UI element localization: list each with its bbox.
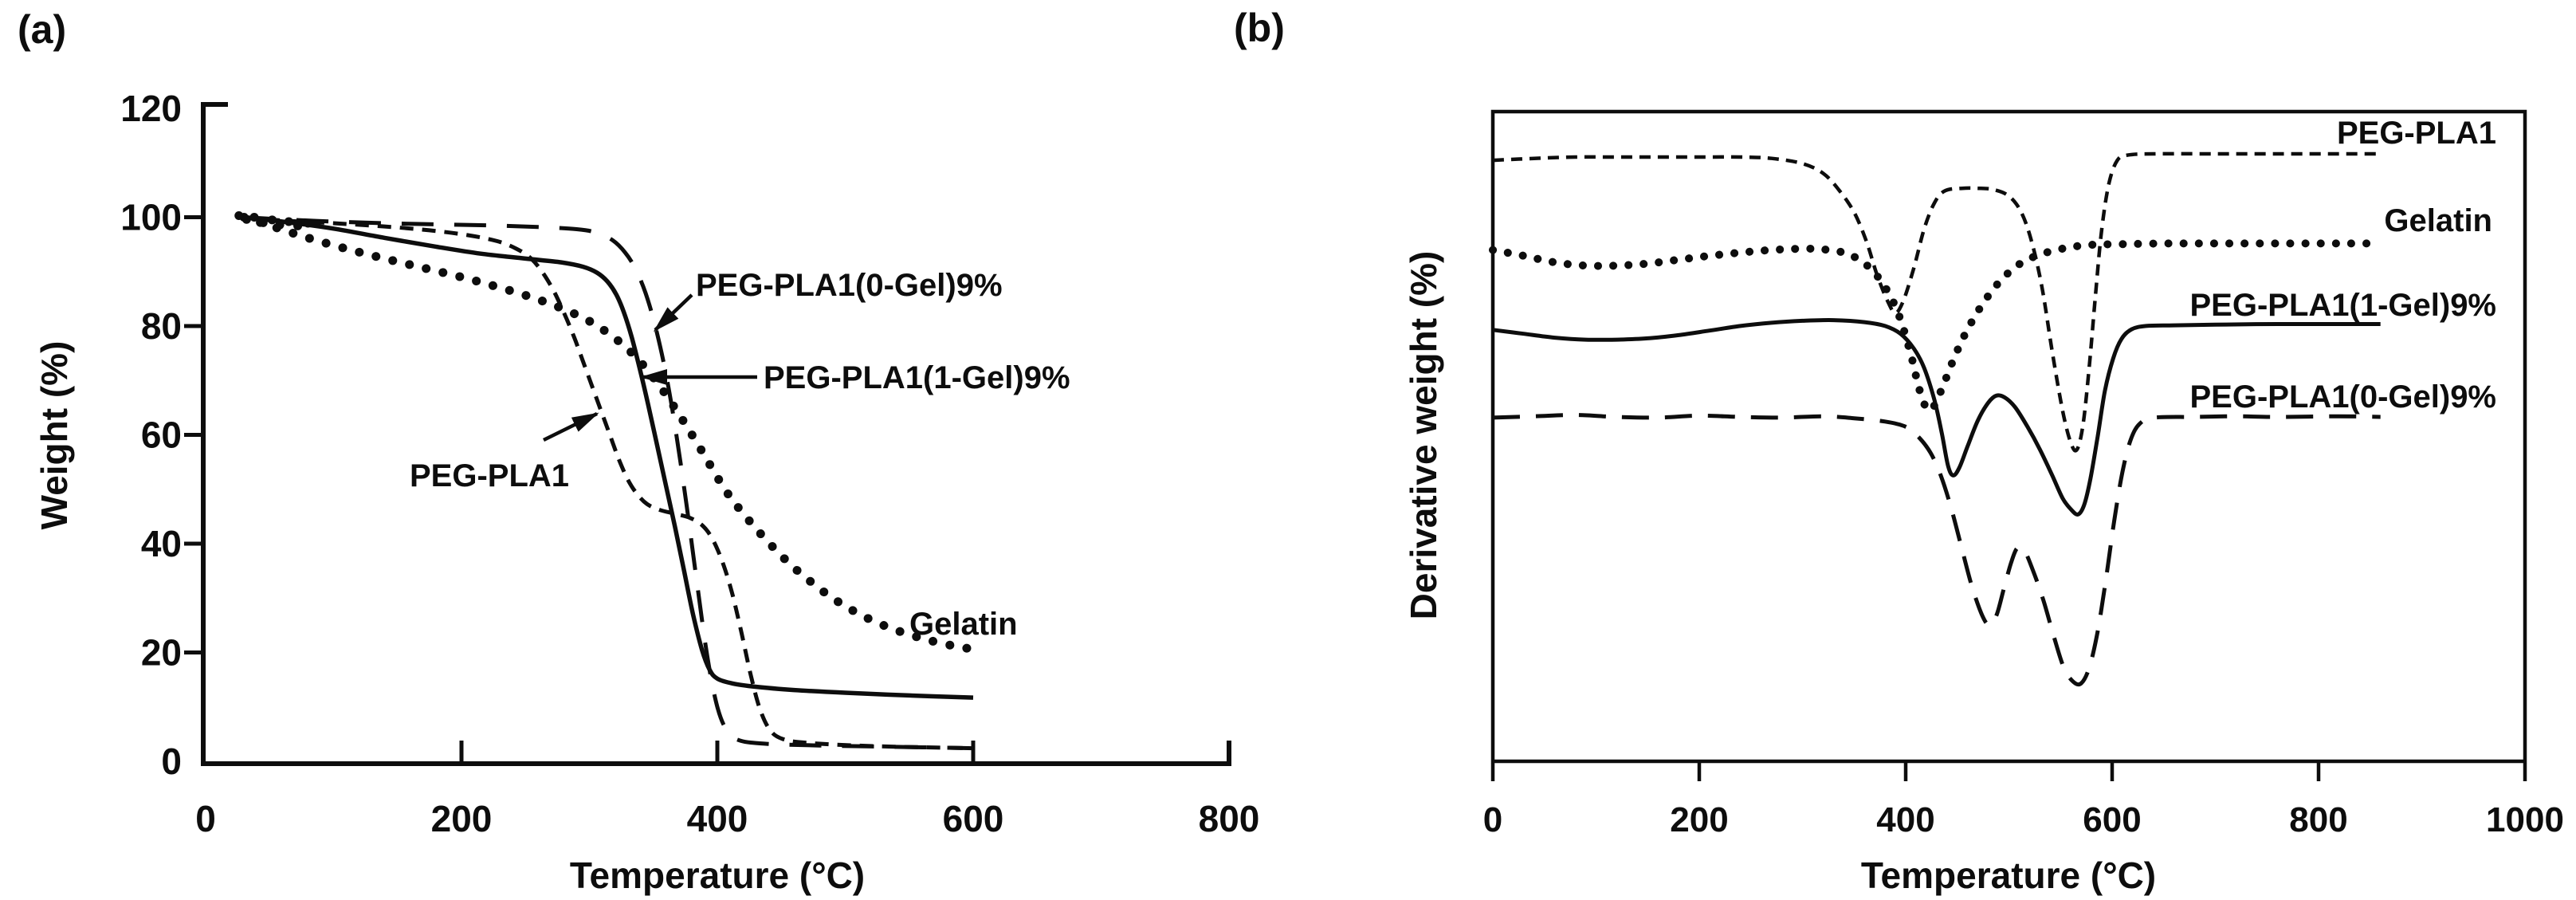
y-tick-label: 100 (120, 197, 182, 238)
panel-a-y-axis-title: Weight (%) (33, 341, 75, 530)
start-marker-dot (249, 213, 259, 222)
start-marker-dot (275, 220, 285, 230)
y-tick-label: 60 (141, 415, 182, 456)
x-tick-label: 0 (195, 798, 216, 839)
y-tick-label: 120 (120, 88, 182, 129)
panel-a-series (234, 210, 978, 751)
plot-frame (1490, 109, 2527, 764)
curve-annotation-label: PEG-PLA1(1-Gel)9% (764, 360, 1070, 395)
curve-label: Gelatin (2384, 203, 2492, 238)
x-tick-label: 200 (1670, 800, 1728, 839)
x-tick-label: 400 (687, 798, 748, 839)
x-tick-label: 1000 (2486, 800, 2564, 839)
start-marker-dot (293, 221, 303, 230)
start-marker-dot (234, 210, 244, 220)
panel-a-annotations: PEG-PLA1(0-Gel)9% PEG-PLA1(1-Gel)9% PEG-PL… (410, 268, 1070, 642)
start-marker-dot (284, 217, 293, 226)
panel-b-frame: 0 200 400 600 800 1000 (1483, 109, 2564, 839)
panel-b-y-axis-title: Derivative weight (%) (1403, 251, 1444, 620)
start-marker-dot (267, 215, 277, 225)
x-tick-label: 200 (431, 798, 493, 839)
start-marker-dot (303, 218, 312, 228)
start-marker-dot (258, 218, 268, 227)
series-curve-long-dash (1492, 413, 2381, 687)
curve-annotation-label: PEG-PLA1 (410, 458, 569, 493)
panel-a-tag: (a) (18, 7, 66, 52)
series-curve-solid (243, 214, 974, 700)
x-tick-label: 600 (943, 798, 1004, 839)
curve-annotation-label: Gelatin (909, 607, 1018, 642)
series-curve-solid (1492, 318, 2381, 517)
series-curve-short-dash (243, 215, 974, 751)
y-tick-label: 40 (141, 523, 182, 564)
x-tick-label: 800 (2289, 800, 2347, 839)
panel-b-labels: PEG-PLA1 Gelatin PEG-PLA1(1-Gel)9% PEG-PLA1… (2189, 116, 2496, 415)
annotation-arrow (543, 411, 599, 442)
panel-b-x-axis-title: Temperature (°C) (1861, 855, 2156, 896)
x-tick-label: 0 (1483, 800, 1502, 839)
x-tick-label: 800 (1199, 798, 1260, 839)
annotation-arrow (653, 293, 693, 332)
x-tick-label: 600 (2083, 800, 2141, 839)
start-marker-dot (242, 214, 251, 224)
curve-label: PEG-PLA1(0-Gel)9% (2189, 379, 2496, 415)
y-tick-label: 80 (141, 305, 182, 347)
series-curve-dotted (239, 213, 978, 654)
curve-annotation-label: PEG-PLA1(0-Gel)9% (696, 268, 1003, 303)
y-tick-label: 0 (161, 741, 182, 782)
series-curve-long-dash (243, 215, 974, 751)
series-curve-dotted (1489, 239, 2385, 415)
series-curve-short-dash (1492, 151, 2381, 453)
panel-a-x-axis-title: Temperature (°C) (570, 855, 865, 896)
x-tick-label: 400 (1876, 800, 1934, 839)
panel-b-tag: (b) (1234, 6, 1285, 50)
panel-b-series (1489, 151, 2385, 687)
curve-label: PEG-PLA1 (2337, 116, 2496, 151)
curve-label: PEG-PLA1(1-Gel)9% (2189, 288, 2496, 323)
y-tick-label: 20 (141, 632, 182, 674)
